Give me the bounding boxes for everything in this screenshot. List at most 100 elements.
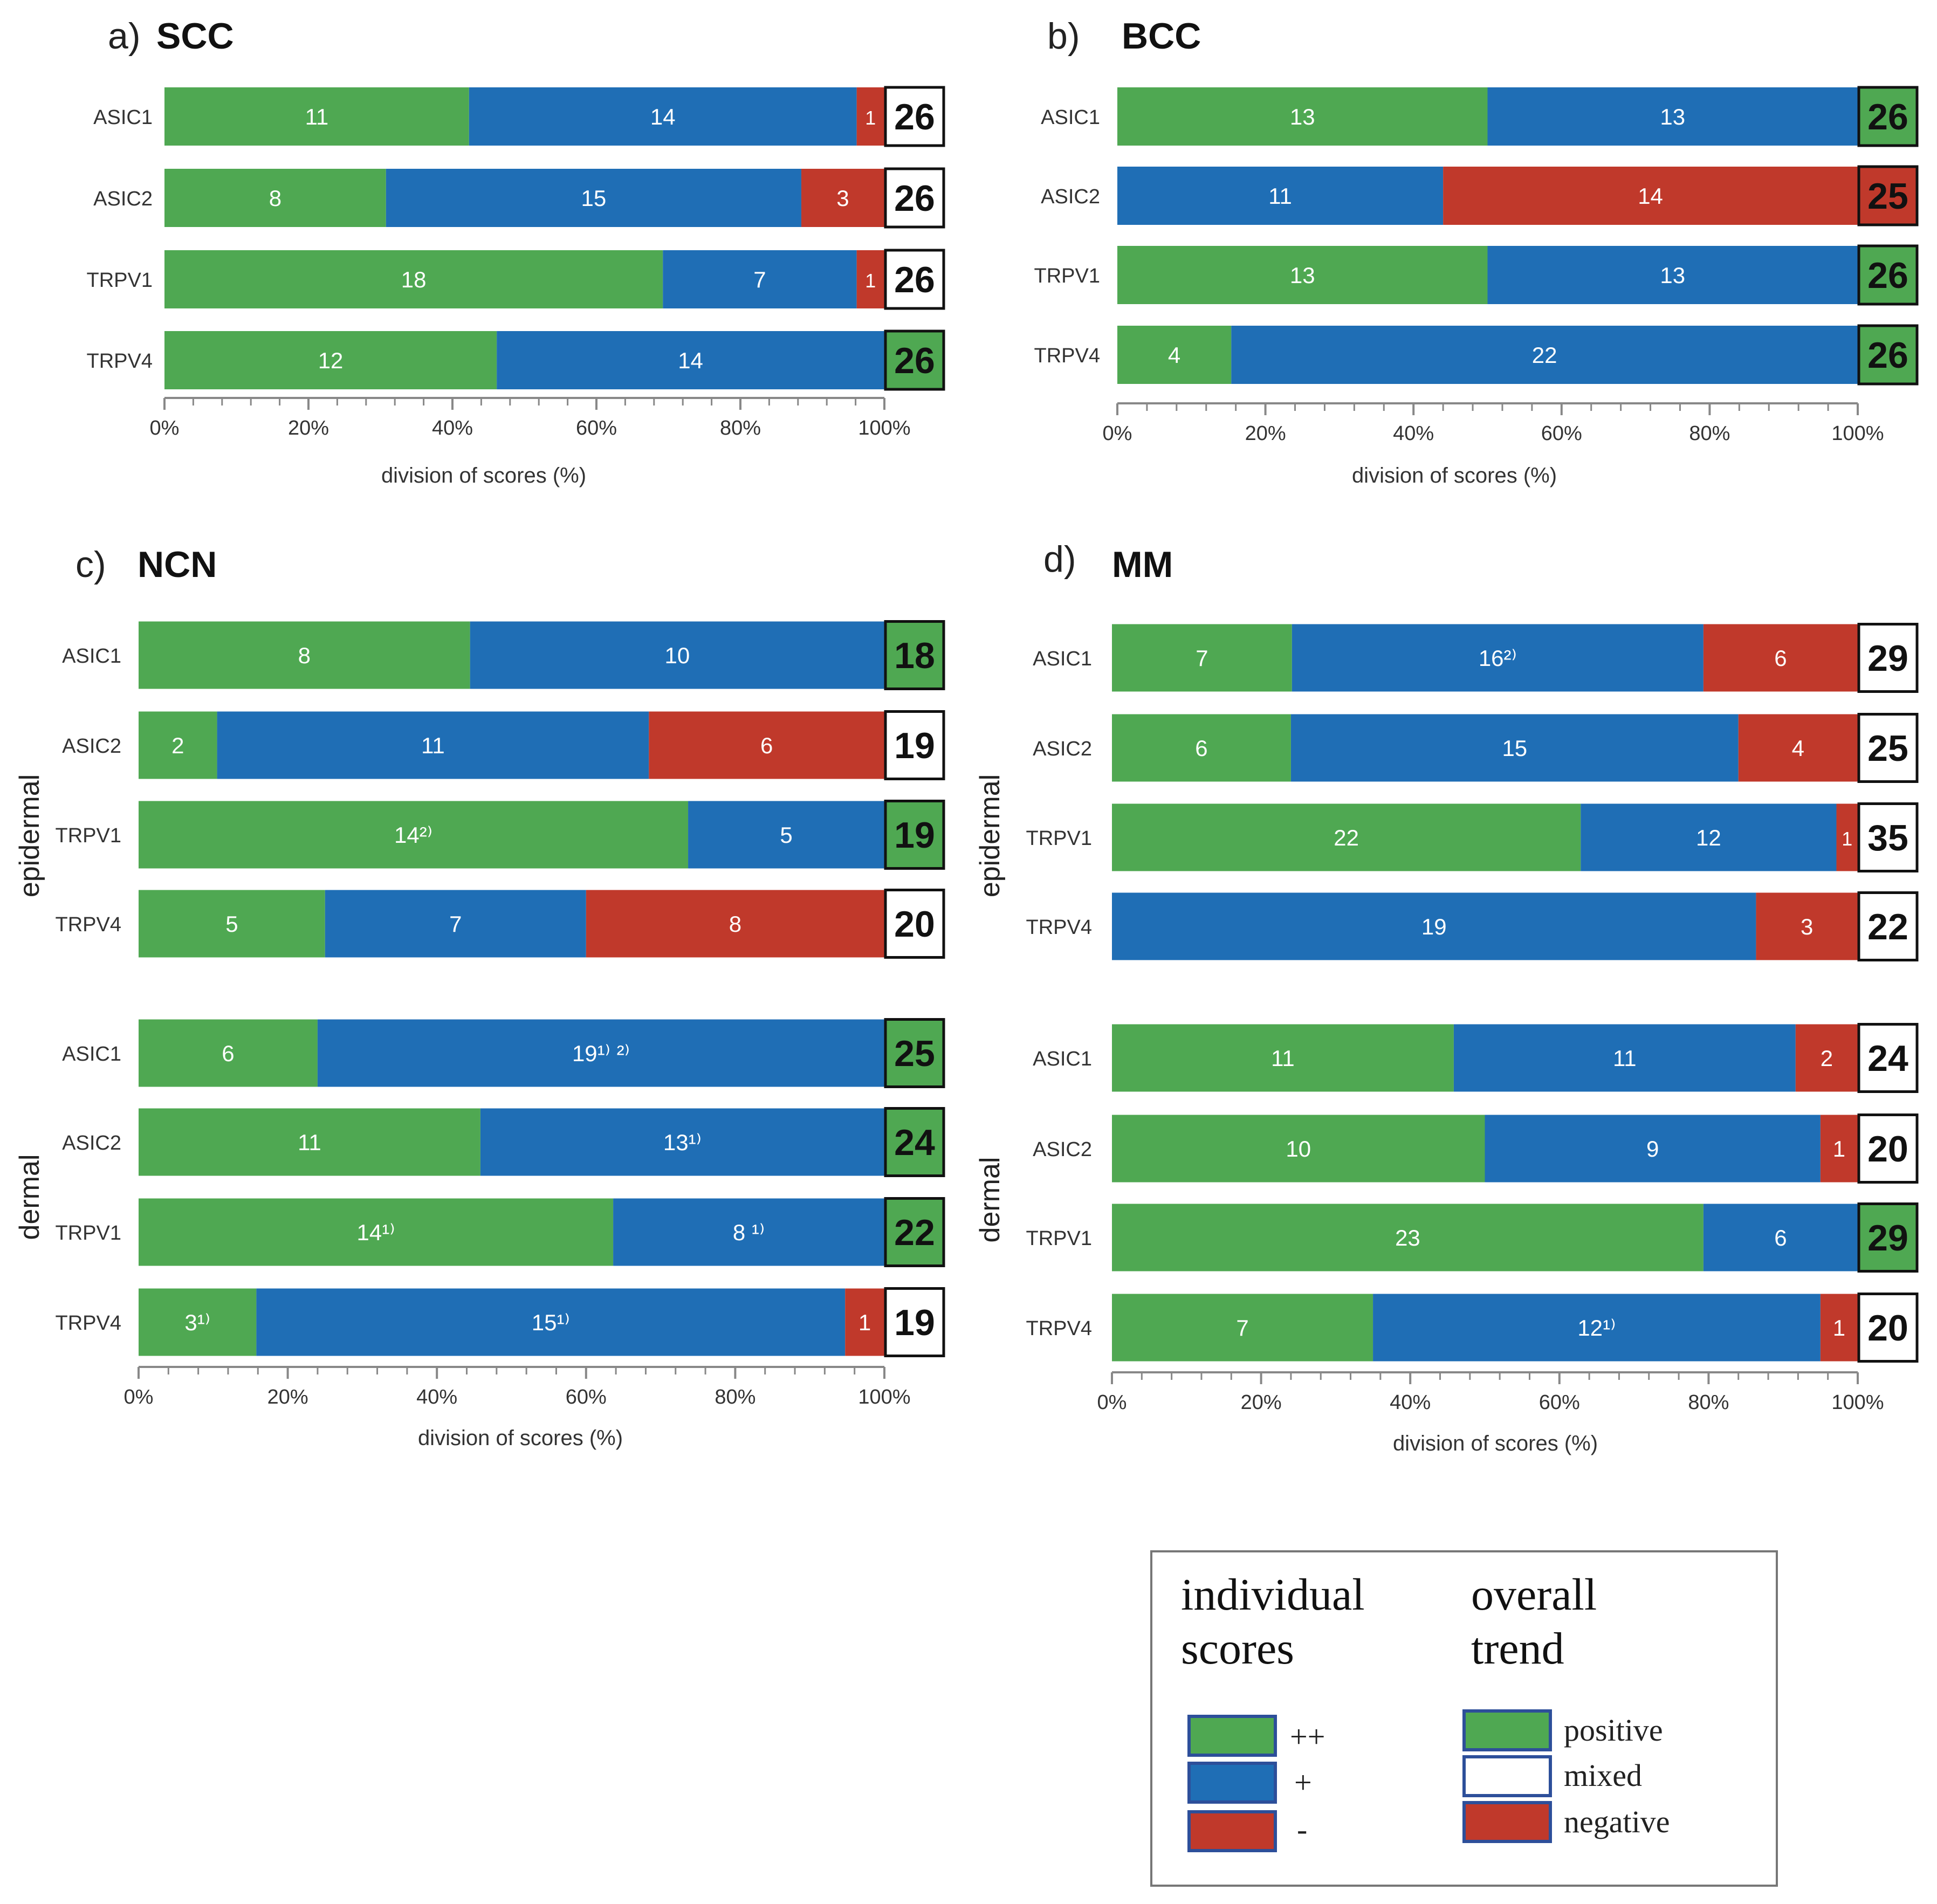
total-box bbox=[884, 1197, 945, 1267]
panel-a-scc: a) SCC division of scores (%) ASIC1 11 14 1… bbox=[87, 16, 945, 487]
legend-heading-individual: individual bbox=[1181, 1570, 1365, 1620]
data-label: 8 bbox=[729, 911, 741, 937]
category-label: TRPV1 bbox=[87, 269, 153, 292]
data-label: 11 bbox=[305, 104, 329, 129]
bar-segment bbox=[217, 711, 649, 779]
category-label: TRPV1 bbox=[1026, 1227, 1092, 1250]
x-axis-label: division of scores (%) bbox=[418, 1426, 623, 1450]
bar-segment bbox=[1112, 803, 1581, 871]
total-label: 35 bbox=[1867, 817, 1908, 858]
data-label: 5 bbox=[780, 822, 792, 848]
bar-segment bbox=[1453, 1024, 1796, 1092]
bar-segment bbox=[1756, 892, 1858, 960]
total-label: 22 bbox=[1867, 906, 1908, 947]
data-label: 11 bbox=[421, 733, 445, 758]
bar-segment bbox=[1373, 1294, 1821, 1362]
x-tick-label: 0% bbox=[1103, 422, 1132, 445]
x-tick-label: 60% bbox=[1539, 1391, 1580, 1414]
category-label: ASIC1 bbox=[1033, 648, 1092, 670]
x-tick-label: 80% bbox=[1688, 1391, 1729, 1414]
bar-segment bbox=[1231, 326, 1858, 384]
total-label: 20 bbox=[894, 904, 935, 945]
x-tick-label: 100% bbox=[1831, 1391, 1884, 1414]
data-label: 10 bbox=[664, 643, 690, 668]
data-label: 22 bbox=[1532, 342, 1557, 368]
category-label: ASIC1 bbox=[1041, 106, 1100, 129]
bar-segment bbox=[1117, 87, 1488, 146]
total-box bbox=[884, 620, 945, 690]
data-label: 7 bbox=[753, 267, 766, 292]
bar-segment bbox=[1487, 246, 1858, 304]
total-label: 18 bbox=[894, 635, 935, 676]
total-label: 26 bbox=[894, 259, 935, 300]
category-label: ASIC2 bbox=[93, 188, 153, 210]
data-label: 1 bbox=[1833, 1315, 1845, 1341]
data-label: 15 bbox=[1502, 736, 1527, 761]
bar-segment bbox=[1820, 1294, 1858, 1362]
total-box bbox=[884, 1018, 945, 1088]
total-label: 26 bbox=[1867, 335, 1908, 376]
data-label: 4 bbox=[1168, 342, 1180, 368]
data-label: 12¹⁾ bbox=[1577, 1315, 1616, 1341]
data-label: 13 bbox=[1290, 263, 1315, 288]
bar-segment bbox=[663, 250, 857, 308]
bar-segment bbox=[1487, 87, 1858, 146]
total-box bbox=[1857, 1023, 1919, 1093]
total-label: 26 bbox=[1867, 97, 1908, 138]
bar-segment bbox=[856, 250, 884, 308]
bar-segment bbox=[1117, 246, 1488, 304]
category-label: TRPV4 bbox=[56, 1312, 121, 1335]
bar-segment bbox=[139, 1198, 614, 1266]
total-label: 20 bbox=[1867, 1308, 1908, 1349]
category-label: TRPV4 bbox=[1034, 345, 1100, 367]
data-label: 1 bbox=[1833, 1136, 1845, 1161]
bar-segment bbox=[1112, 892, 1756, 960]
data-label: 6 bbox=[1195, 736, 1207, 761]
x-tick-label: 20% bbox=[267, 1386, 308, 1408]
x-tick-label: 40% bbox=[1390, 1391, 1431, 1414]
bar-segment bbox=[1290, 714, 1739, 782]
bar-segment bbox=[1112, 1115, 1485, 1183]
bar-segment bbox=[139, 621, 470, 689]
category-label: TRPV1 bbox=[1034, 265, 1100, 287]
bar-segment bbox=[845, 1288, 884, 1356]
legend-swatch-positive bbox=[1462, 1709, 1552, 1751]
bar-segment bbox=[1836, 803, 1858, 871]
total-box bbox=[884, 800, 945, 870]
total-label: 29 bbox=[1867, 638, 1908, 679]
bar-segment bbox=[1112, 624, 1292, 692]
x-tick-label: 40% bbox=[416, 1386, 457, 1408]
legend-swatch-mixed bbox=[1462, 1755, 1552, 1797]
total-box bbox=[1857, 802, 1919, 872]
legend-label-mixed: mixed bbox=[1564, 1758, 1642, 1793]
x-axis-label: division of scores (%) bbox=[381, 464, 586, 487]
total-label: 19 bbox=[894, 1302, 935, 1343]
data-label: 3 bbox=[836, 185, 849, 211]
total-label: 26 bbox=[894, 340, 935, 381]
total-box bbox=[884, 86, 945, 147]
panel-title: BCC bbox=[1122, 16, 1201, 57]
total-label: 25 bbox=[1867, 728, 1908, 769]
data-label: 8 bbox=[269, 185, 281, 211]
data-label: 9 bbox=[1646, 1136, 1659, 1161]
total-label: 25 bbox=[894, 1033, 935, 1074]
bar-segment bbox=[164, 87, 469, 146]
legend-heading-scores: scores bbox=[1181, 1624, 1294, 1674]
bar-segment bbox=[1820, 1115, 1858, 1183]
legend: individual scores overall trend ++ + - p… bbox=[1150, 1550, 1778, 1887]
group-label-epidermal: epidermal bbox=[974, 774, 1006, 897]
bar-segment bbox=[1117, 167, 1444, 225]
category-label: TRPV1 bbox=[1026, 827, 1092, 850]
total-label: 19 bbox=[894, 815, 935, 856]
data-label: 15 bbox=[581, 185, 607, 211]
data-label: 8 ¹⁾ bbox=[733, 1220, 765, 1245]
legend-swatch-plusplus bbox=[1187, 1715, 1277, 1757]
category-label: ASIC1 bbox=[62, 1043, 121, 1066]
bar-segment bbox=[801, 169, 884, 227]
data-label: 1 bbox=[858, 1310, 871, 1335]
category-label: ASIC1 bbox=[93, 106, 153, 129]
bar-segment bbox=[586, 890, 884, 958]
data-label: 5 bbox=[225, 911, 238, 937]
bar-segment bbox=[1112, 1204, 1704, 1271]
total-box bbox=[1857, 244, 1919, 306]
